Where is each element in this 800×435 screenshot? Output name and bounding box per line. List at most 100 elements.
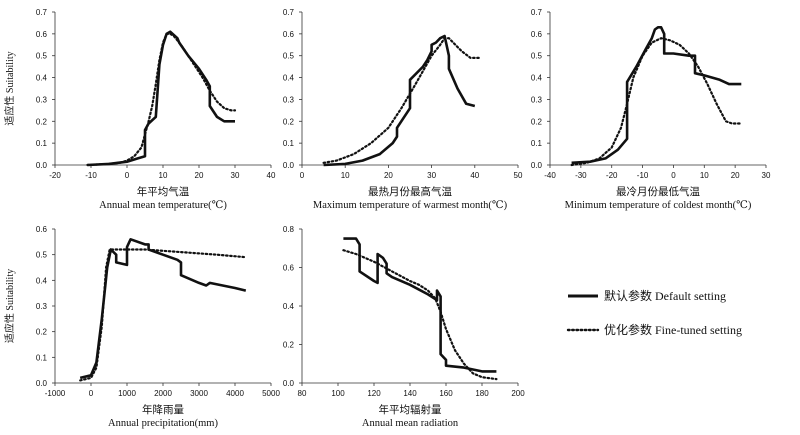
y-tick-label: 0.4 (36, 74, 48, 83)
x-tick-label: 0 (89, 389, 94, 398)
y-tick-label: 0.7 (531, 8, 543, 17)
series-line-fine-tuned (79, 248, 247, 382)
y-tick-label: 0.3 (283, 95, 295, 104)
legend-default-label: 默认参数 Default setting (604, 288, 726, 303)
x-tick-label: 200 (511, 389, 525, 398)
x-tick-label: 2000 (154, 389, 172, 398)
y-tick-label: 0.6 (36, 30, 48, 39)
y-tick-label: 0.6 (36, 225, 48, 234)
x-tick-label: 50 (514, 171, 523, 180)
y-tick-label: 0.3 (36, 95, 48, 104)
x-tick-label: 20 (384, 171, 393, 180)
x-tick-label: 30 (762, 171, 771, 180)
x-tick-label: 140 (403, 389, 417, 398)
y-tick-label: 0.6 (283, 30, 295, 39)
y-tick-label: 0.6 (531, 30, 543, 39)
x-tick-label: 20 (195, 171, 204, 180)
x-tick-label: 3000 (190, 389, 208, 398)
x-tick-label: 30 (231, 171, 240, 180)
x-tick-label: 40 (470, 171, 479, 180)
y-tick-label: 0.7 (283, 8, 295, 17)
panel-max-temperature-warmest-month: 0.0 0.1 0.2 0.3 0.4 0.5 0.6 0.7 0 10 20 30 40 50 最热月份最… (283, 8, 523, 211)
x-axis-label-cn: 年平均辐射量 (379, 403, 442, 416)
x-axis-label-en: Annual mean radiation (362, 418, 459, 429)
x-tick-label: 40 (267, 171, 276, 180)
x-tick-label: 4000 (226, 389, 244, 398)
x-tick-label: 10 (700, 171, 709, 180)
x-axis-label-cn: 年降雨量 (142, 403, 184, 416)
y-tick-label: 0.1 (531, 139, 543, 148)
series-line-default (343, 237, 497, 373)
y-tick-label: 0.2 (36, 117, 48, 126)
y-tick-label: 0.0 (283, 379, 295, 388)
x-tick-label: -10 (85, 171, 97, 180)
y-axis-label: 适应性 Suitability (3, 51, 16, 125)
y-tick-label: 0.1 (36, 139, 48, 148)
panel-annual-precipitation: 0.0 0.1 0.2 0.3 0.4 0.5 0.6 -1000 0 1000 2000 3000 4… (3, 225, 280, 429)
x-tick-label: -20 (606, 171, 618, 180)
y-tick-label: 0.3 (531, 95, 543, 104)
series-line-default (323, 34, 476, 167)
series-line-default (87, 30, 235, 167)
y-tick-label: 0.3 (36, 302, 48, 311)
x-axis-label-cn: 最热月份最高气温 (368, 185, 452, 198)
y-tick-label: 0.4 (283, 74, 295, 83)
y-tick-label: 0.0 (531, 161, 543, 170)
x-tick-label: 1000 (118, 389, 136, 398)
x-tick-label: -30 (575, 171, 587, 180)
y-tick-label: 0.2 (283, 117, 295, 126)
y-tick-label: 0.2 (36, 328, 48, 337)
x-tick-label: -40 (544, 171, 556, 180)
y-tick-label: 0.2 (531, 117, 543, 126)
x-tick-label: 5000 (262, 389, 280, 398)
legend-finetuned-label: 优化参数 Fine-tuned setting (604, 322, 742, 337)
x-axis-label-en: Maximum temperature of warmest month(℃) (313, 200, 508, 211)
x-tick-label: 0 (671, 171, 676, 180)
y-tick-label: 0.5 (283, 52, 295, 61)
x-tick-label: 20 (731, 171, 740, 180)
y-tick-label: 0.4 (283, 302, 295, 311)
x-tick-label: 10 (159, 171, 168, 180)
y-tick-label: 0.7 (36, 8, 48, 17)
series-line-fine-tuned (342, 249, 498, 381)
x-axis-label-en: Minimum temperature of coldest month(℃) (565, 200, 752, 211)
legend: 默认参数 Default setting 优化参数 Fine-tuned set… (566, 288, 742, 337)
x-tick-label: 30 (427, 171, 436, 180)
y-tick-label: 0.0 (36, 161, 48, 170)
y-tick-label: 0.1 (36, 353, 48, 362)
y-tick-label: 0.6 (283, 264, 295, 273)
x-tick-label: 0 (300, 171, 305, 180)
x-axis-label-en: Annual mean temperature(℃) (99, 200, 227, 211)
x-tick-label: -20 (49, 171, 61, 180)
series-line-default (571, 25, 742, 165)
y-tick-label: 0.5 (36, 251, 48, 260)
series-line-default (79, 238, 247, 380)
x-tick-label: 10 (341, 171, 350, 180)
panel-annual-mean-radiation: 0.0 0.2 0.4 0.6 0.8 80 100 120 140 160 180 200 年平均辐射… (283, 225, 525, 429)
y-tick-label: 0.4 (531, 74, 543, 83)
panel-annual-mean-temperature: 0.0 0.1 0.2 0.3 0.4 0.5 0.6 0.7 -20 -10 0 10 20 30 40 年… (3, 8, 276, 211)
x-tick-label: -10 (637, 171, 649, 180)
x-tick-label: 0 (125, 171, 130, 180)
y-tick-label: 0.8 (283, 225, 295, 234)
y-axis-label: 适应性 Suitability (3, 269, 16, 343)
y-tick-label: 0.5 (36, 52, 48, 61)
series-line-fine-tuned (570, 37, 743, 167)
y-tick-label: 0.2 (283, 341, 295, 350)
panel-min-temperature-coldest-month: 0.0 0.1 0.2 0.3 0.4 0.5 0.6 0.7 -40 -30 -20 -10 0 10 2… (531, 8, 771, 211)
x-axis-label-cn: 年平均气温 (137, 185, 190, 198)
y-tick-label: 0.0 (36, 379, 48, 388)
y-tick-label: 0.0 (283, 161, 295, 170)
x-tick-label: 120 (367, 389, 381, 398)
series-line-fine-tuned (322, 37, 481, 164)
y-tick-label: 0.4 (36, 276, 48, 285)
x-tick-label: 180 (475, 389, 489, 398)
y-tick-label: 0.1 (283, 139, 295, 148)
series-line-fine-tuned (86, 32, 237, 167)
x-tick-label: 160 (439, 389, 453, 398)
x-axis-label-cn: 最冷月份最低气温 (616, 185, 700, 198)
x-tick-label: -1000 (45, 389, 66, 398)
y-tick-label: 0.5 (531, 52, 543, 61)
